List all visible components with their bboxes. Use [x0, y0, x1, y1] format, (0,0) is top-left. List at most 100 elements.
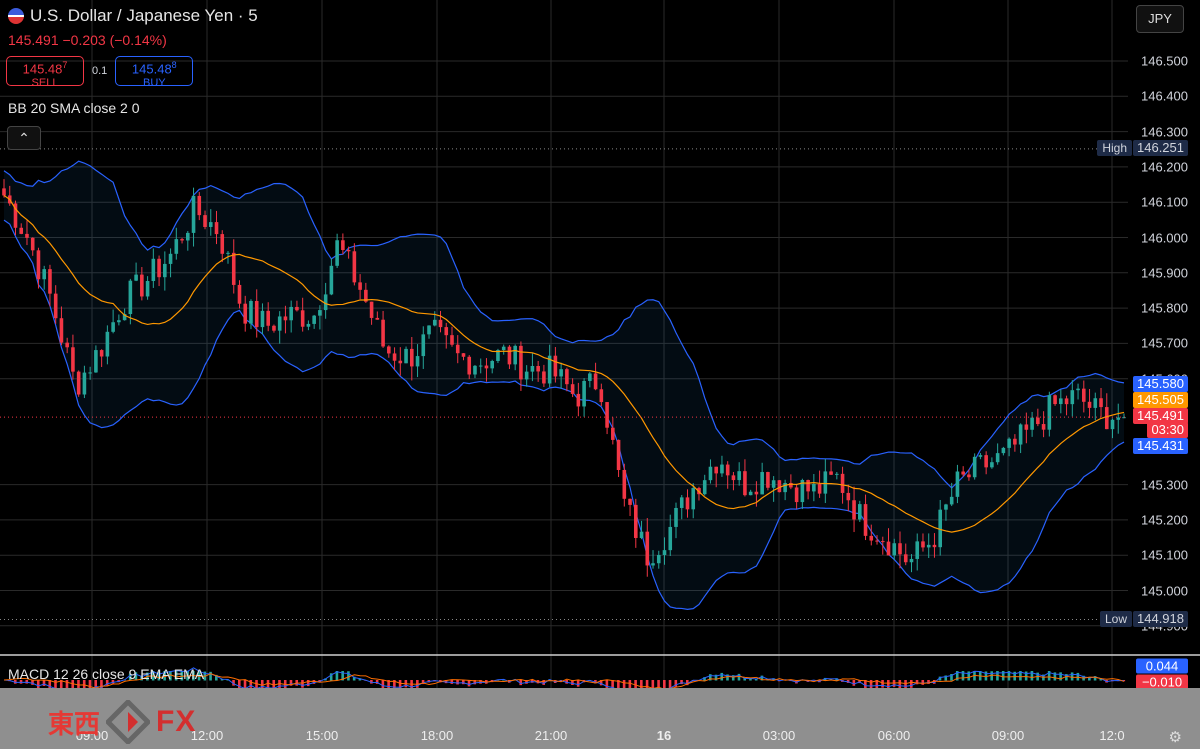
chevron-up-icon[interactable]: ⌃	[7, 126, 41, 150]
candle-body	[134, 274, 138, 281]
candle-body	[806, 480, 810, 492]
candle-body	[513, 345, 517, 365]
candle-body	[565, 369, 569, 385]
macd-histogram-bar	[605, 680, 609, 690]
candle-body	[829, 471, 833, 475]
candle-body	[1013, 438, 1017, 445]
currency-button[interactable]: JPY	[1136, 5, 1184, 33]
candle-body	[467, 356, 472, 375]
macd-legend[interactable]: MACD 12 26 close 9 EMA EMA	[8, 666, 205, 682]
macd-histogram-bar	[31, 680, 34, 685]
macd-histogram-bar	[88, 680, 92, 690]
high-value-tag: 146.251	[1133, 140, 1188, 156]
macd-histogram-bar	[410, 680, 413, 690]
candle-body	[915, 541, 920, 559]
candle-body	[260, 310, 265, 328]
macd-histogram-bar	[209, 671, 212, 681]
candle-body	[628, 498, 632, 505]
candle-body	[375, 317, 380, 320]
macd-histogram-bar	[708, 674, 712, 681]
macd-histogram-bar	[215, 674, 218, 681]
candle-body	[668, 526, 673, 551]
candle-body	[1018, 424, 1023, 445]
macd-histogram-bar	[375, 680, 379, 684]
macd-histogram-bar	[381, 680, 385, 689]
macd-histogram-bar	[685, 680, 689, 686]
candle-body	[748, 491, 753, 496]
candle-body	[1076, 388, 1080, 391]
macd-histogram-bar	[835, 678, 838, 681]
candle-body	[254, 300, 259, 328]
macd-histogram-bar	[312, 680, 316, 684]
chart-header: U.S. Dollar / Japanese Yen · 5 145.491 −…	[8, 6, 258, 48]
candle-body	[59, 318, 64, 343]
gear-icon[interactable]: ⚙	[1168, 729, 1182, 746]
candle-body	[863, 504, 868, 536]
candle-body	[611, 427, 615, 440]
candle-body	[507, 346, 512, 365]
candle-body	[99, 350, 104, 357]
macd-histogram-bar	[967, 671, 971, 681]
candle-body	[421, 334, 426, 357]
macd-histogram-bar	[140, 675, 143, 681]
price-change: 145.491 −0.203 (−0.14%)	[8, 32, 167, 48]
macd-histogram-bar	[232, 680, 235, 686]
candle-body	[961, 471, 965, 475]
candle-body	[852, 500, 856, 520]
macd-histogram-bar	[749, 677, 752, 681]
candle-body	[582, 380, 586, 407]
day-label: 16	[656, 728, 672, 743]
sell-button[interactable]: 145.487 SELL	[6, 56, 84, 89]
macd-histogram-bar	[772, 678, 775, 681]
candle-body	[720, 464, 724, 474]
macd-histogram-bar	[1076, 672, 1080, 681]
macd-histogram-bar	[393, 680, 396, 690]
candle-body	[283, 316, 288, 321]
countdown-tag: 03:30	[1147, 422, 1188, 438]
macd-histogram-bar	[306, 680, 310, 687]
candle-body	[547, 355, 552, 384]
candle-body	[1093, 398, 1098, 408]
macd-histogram-bar	[938, 676, 942, 681]
chart-background	[0, 0, 1200, 688]
macd-histogram-bar	[358, 678, 362, 681]
candle-body	[272, 325, 276, 331]
candle-body	[13, 203, 18, 228]
macd-histogram-bar	[714, 674, 718, 681]
time-axis[interactable]: 09:00 12:00 15:00 18:00 21:00 16 03:00 0…	[0, 688, 1200, 749]
candle-body	[846, 492, 851, 501]
macd-histogram-bar	[990, 671, 993, 681]
macd-histogram-bar	[467, 680, 471, 687]
symbol-title[interactable]: U.S. Dollar / Japanese Yen · 5	[30, 6, 258, 25]
macd-histogram-bar	[864, 680, 867, 689]
candle-body	[501, 346, 506, 351]
macd-histogram-bar	[243, 680, 247, 690]
candle-body	[903, 554, 908, 563]
candle-body	[1041, 424, 1046, 430]
bollinger-bands-legend[interactable]: BB 20 SMA close 2 0	[8, 100, 140, 116]
candle-body	[455, 344, 460, 354]
candle-body	[559, 369, 563, 377]
candle-body	[633, 504, 638, 538]
candle-body	[1024, 424, 1029, 430]
buy-button[interactable]: 145.488 BUY	[115, 56, 194, 89]
candle-body	[300, 310, 305, 327]
candle-body	[662, 550, 667, 556]
bb-lower-tag: 145.431	[1133, 438, 1188, 454]
macd-histogram-bar	[479, 680, 482, 684]
price-tick-label: 146.300	[1141, 124, 1188, 140]
candle-body	[105, 331, 110, 357]
macd-histogram-bar	[1059, 672, 1062, 681]
candle-body	[656, 555, 661, 564]
candle-body	[679, 497, 684, 508]
buy-price: 145.48	[131, 61, 172, 77]
candle-body	[1099, 398, 1103, 408]
candle-body	[1007, 438, 1011, 448]
price-tick-label: 145.300	[1141, 477, 1188, 493]
candle-body	[949, 496, 954, 505]
macd-histogram-bar	[760, 675, 764, 681]
macd-histogram-bar	[450, 680, 454, 684]
sell-label: SELL	[31, 77, 59, 90]
price-tick-label: 146.500	[1141, 53, 1188, 69]
